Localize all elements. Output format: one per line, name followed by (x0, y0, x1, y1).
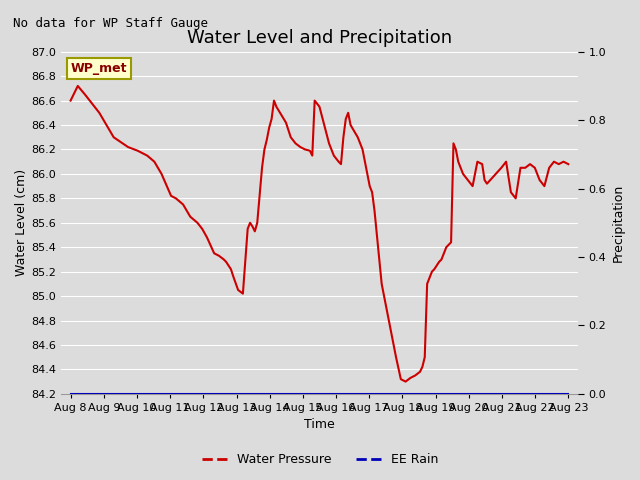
X-axis label: Time: Time (304, 419, 335, 432)
Title: Water Level and Precipitation: Water Level and Precipitation (187, 29, 452, 48)
Legend: Water Pressure, EE Rain: Water Pressure, EE Rain (196, 448, 444, 471)
Text: No data for WP Staff Gauge: No data for WP Staff Gauge (13, 17, 208, 30)
Text: WP_met: WP_met (71, 62, 127, 75)
Y-axis label: Water Level (cm): Water Level (cm) (15, 169, 28, 276)
Y-axis label: Precipitation: Precipitation (612, 184, 625, 262)
